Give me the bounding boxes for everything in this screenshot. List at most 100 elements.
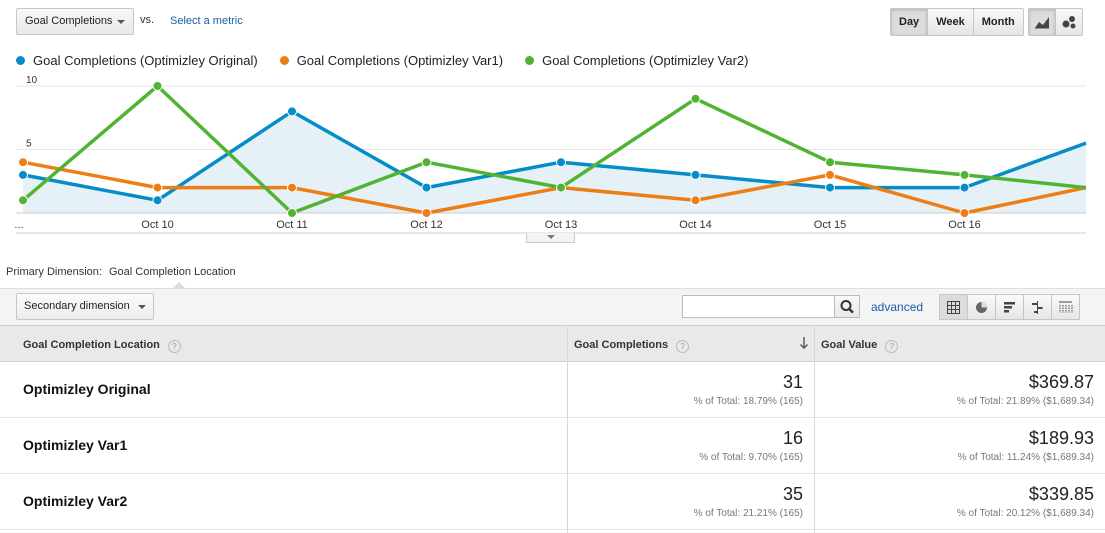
data-point: [959, 182, 970, 193]
column-divider: [814, 325, 815, 533]
metric-select-label: Goal Completions: [25, 15, 113, 27]
table-view-toggle: [939, 294, 1080, 320]
pie-icon: [976, 301, 987, 313]
data-point: [690, 195, 701, 206]
data-point: [959, 208, 970, 218]
goal-completions-value: 31: [782, 372, 803, 392]
chart-legend: Goal Completions (Optimizley Original) G…: [16, 53, 770, 68]
month-button[interactable]: Month: [972, 9, 1023, 35]
comparison-view-button[interactable]: [1023, 295, 1051, 319]
legend-item-original[interactable]: Goal Completions (Optimizley Original): [16, 53, 258, 68]
data-point: [421, 157, 432, 168]
column-header-label: Goal Value: [821, 339, 878, 351]
table-search-input[interactable]: [682, 295, 835, 318]
table-header: Goal Completion Location? Goal Completio…: [0, 325, 1105, 362]
row-location-name: Optimizley Original: [23, 381, 151, 397]
goal-completions-value: 16: [782, 428, 803, 448]
column-header-goal-value[interactable]: Goal Value?: [821, 326, 899, 362]
legend-item-var1[interactable]: Goal Completions (Optimizley Var1): [279, 53, 504, 68]
data-point: [556, 182, 566, 193]
primary-dimension-label: Primary Dimension:: [6, 266, 102, 278]
table-toolbar: [0, 288, 1105, 326]
data-point: [421, 182, 432, 193]
legend-dot-icon: [16, 56, 25, 65]
search-button[interactable]: [834, 295, 860, 318]
legend-label: Goal Completions (Optimizley Original): [33, 53, 258, 68]
data-point: [287, 106, 297, 117]
x-tick-label: Oct 13: [545, 219, 577, 231]
goal-completions-percent: % of Total: 18.79% (165): [693, 396, 803, 407]
goal-completions-percent: % of Total: 9.70% (165): [699, 452, 803, 463]
goal-completions-percent: % of Total: 21.21% (165): [693, 508, 803, 519]
column-header-label: Goal Completion Location: [23, 339, 160, 351]
column-header-completions[interactable]: Goal Completions?: [574, 326, 690, 362]
help-icon[interactable]: ?: [885, 340, 899, 353]
primary-dimension-value: Goal Completion Location: [109, 266, 236, 278]
goal-value-percent: % of Total: 21.89% ($1,689.34): [956, 396, 1094, 407]
chevron-down-icon: [117, 20, 125, 24]
data-point: [18, 169, 28, 180]
data-point: [152, 195, 163, 206]
pivot-view-button[interactable]: [1051, 295, 1079, 319]
week-button[interactable]: Week: [927, 9, 973, 35]
data-point: [287, 208, 297, 218]
pivot-icon: [1059, 301, 1073, 313]
x-tick-label: Oct 10: [141, 219, 173, 231]
data-point: [18, 157, 28, 168]
grid-icon: [947, 300, 960, 314]
legend-item-var2[interactable]: Goal Completions (Optimizley Var2): [525, 53, 748, 68]
legend-label: Goal Completions (Optimizley Var2): [542, 53, 749, 68]
row-location-name: Optimizley Var1: [23, 437, 128, 453]
data-point: [287, 182, 297, 193]
legend-label: Goal Completions (Optimizley Var1): [296, 53, 504, 68]
advanced-filter-link[interactable]: advanced: [871, 300, 924, 314]
comparison-icon: [1032, 300, 1043, 314]
data-point: [825, 157, 835, 168]
data-point: [690, 93, 701, 104]
column-header-location[interactable]: Goal Completion Location?: [23, 326, 181, 362]
data-point: [690, 169, 701, 180]
data-point: [556, 157, 566, 168]
sort-desc-icon: [799, 326, 809, 362]
chevron-down-icon: [547, 235, 555, 239]
day-button[interactable]: Day: [891, 9, 928, 35]
goal-value: $339.85: [1028, 484, 1094, 504]
column-divider: [567, 325, 568, 533]
secondary-dimension-label: Secondary dimension: [24, 300, 130, 312]
help-icon[interactable]: ?: [676, 340, 690, 353]
line-chart-button[interactable]: [1029, 9, 1055, 35]
y-tick-label: 5: [26, 139, 32, 150]
goal-value-percent: % of Total: 20.12% ($1,689.34): [956, 508, 1094, 519]
motion-chart-button[interactable]: [1055, 9, 1082, 35]
data-view-button[interactable]: [940, 295, 967, 319]
help-icon[interactable]: ?: [167, 340, 181, 353]
data-point: [825, 182, 835, 193]
search-icon: [840, 300, 854, 314]
select-metric-link[interactable]: Select a metric: [170, 15, 243, 27]
data-point: [18, 195, 28, 206]
data-point: [825, 169, 835, 180]
chart-collapse-handle[interactable]: [526, 233, 575, 243]
x-tick-label: Oct 16: [948, 219, 980, 231]
metric-select[interactable]: Goal Completions: [16, 8, 134, 35]
chart-type-toggle: [1028, 8, 1083, 36]
legend-dot-icon: [279, 56, 289, 65]
data-point: [959, 169, 970, 180]
y-tick-label: 10: [26, 75, 38, 86]
pie-view-button[interactable]: [967, 295, 995, 319]
table-row: Optimizley Original 31 % of Total: 18.79% …: [0, 362, 1105, 418]
primary-dimension-pointer: [173, 282, 185, 288]
line-chart-icon: [1035, 17, 1049, 29]
x-tick-label: Oct 12: [410, 219, 442, 231]
row-location-name: Optimizley Var2: [23, 493, 128, 509]
period-toggle: Day Week Month: [890, 8, 1024, 36]
goal-value-percent: % of Total: 11.24% ($1,689.34): [957, 452, 1094, 463]
performance-view-button[interactable]: [995, 295, 1023, 319]
bar-icon: [1004, 301, 1015, 312]
x-tick-label: Oct 15: [814, 219, 846, 231]
legend-dot-icon: [525, 56, 535, 65]
secondary-dimension-select[interactable]: Secondary dimension: [16, 293, 154, 320]
data-point: [152, 81, 163, 91]
x-tick-label: Oct 14: [679, 219, 711, 231]
